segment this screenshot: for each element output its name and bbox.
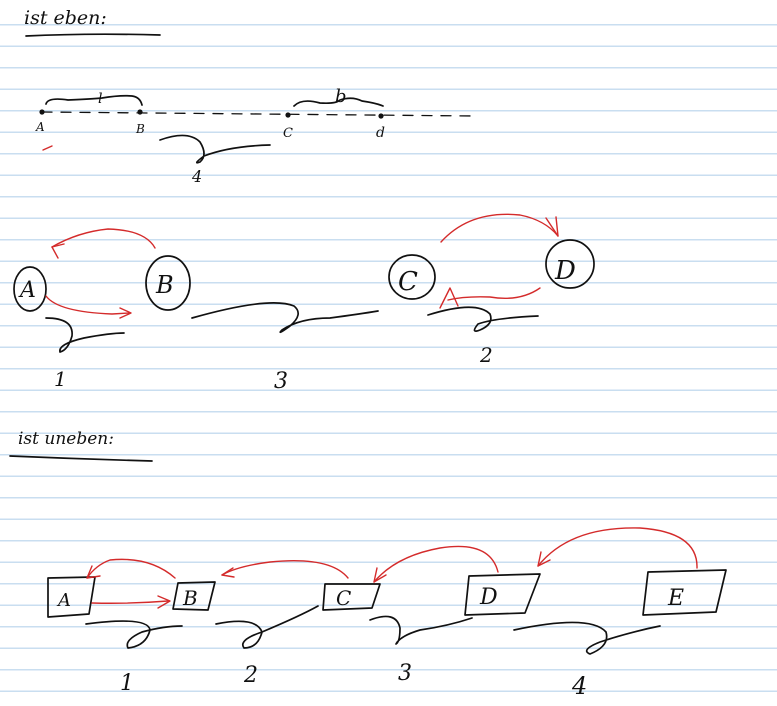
red-arrowhead-b-to-a bbox=[51, 243, 65, 259]
circle-d bbox=[545, 239, 595, 289]
brace-a-b bbox=[45, 94, 143, 106]
box-c-label: C bbox=[336, 586, 351, 610]
heading-even-underline bbox=[25, 33, 161, 37]
curve-b-c-boxes bbox=[215, 605, 319, 649]
box-c bbox=[322, 583, 381, 611]
brace-c-d-label: b bbox=[335, 86, 347, 107]
heading-uneven-underline bbox=[9, 455, 153, 462]
point-label-a: A bbox=[35, 120, 45, 134]
point-c-dot bbox=[285, 112, 291, 118]
red-arrow-c-to-d bbox=[440, 213, 559, 243]
red-arrow-c-to-b bbox=[221, 560, 349, 579]
box-a-label: A bbox=[56, 590, 71, 611]
red-arrow-e-to-d bbox=[537, 527, 698, 569]
curve-c-d-boxes bbox=[369, 615, 473, 645]
count-c-d: 2 bbox=[479, 343, 493, 367]
dashed-line bbox=[41, 111, 476, 117]
red-arrowhead-c-to-b bbox=[221, 567, 235, 578]
circle-c-label: C bbox=[398, 267, 418, 297]
point-d-dot bbox=[378, 113, 384, 119]
red-arrow-d-to-c bbox=[373, 545, 499, 583]
red-arrowhead-e-to-d bbox=[537, 551, 551, 567]
red-arrow-a-to-b bbox=[45, 295, 131, 315]
brace-b-c-label: 4 bbox=[191, 167, 202, 186]
box-d bbox=[464, 573, 541, 616]
heading-even: ist eben: bbox=[24, 7, 107, 29]
red-arrowhead-c-to-d bbox=[545, 216, 559, 237]
red-arrow-d-to-c bbox=[447, 287, 541, 301]
brace-b-c bbox=[159, 134, 271, 164]
curve-c-d bbox=[427, 306, 539, 332]
red-arrow-b-to-a bbox=[51, 228, 156, 249]
box-d-label: D bbox=[479, 585, 498, 610]
circle-a bbox=[13, 266, 47, 312]
curve-d-e-boxes bbox=[513, 621, 661, 655]
count-a-b-boxes: 1 bbox=[120, 671, 134, 696]
point-label-d: d bbox=[376, 125, 385, 141]
brace-c-d bbox=[293, 97, 384, 107]
red-arrowhead-d-to-c bbox=[373, 567, 387, 583]
red-arrowhead-a-to-b bbox=[119, 307, 132, 319]
box-e bbox=[642, 569, 727, 616]
point-a-dot bbox=[39, 109, 45, 115]
circle-a-label: A bbox=[18, 278, 36, 303]
heading-uneven: ist uneben: bbox=[18, 429, 114, 449]
count-b-c: 3 bbox=[274, 369, 288, 394]
curve-b-c bbox=[191, 302, 379, 334]
circle-c bbox=[388, 254, 436, 300]
point-label-c: C bbox=[283, 126, 293, 141]
curve-a-b bbox=[85, 620, 183, 649]
curve-under-a bbox=[45, 317, 125, 353]
box-a bbox=[47, 576, 96, 618]
point-b-dot bbox=[137, 109, 143, 115]
point-label-b: B bbox=[135, 122, 145, 136]
box-b bbox=[172, 581, 216, 611]
red-arrow-a-to-b-bottom bbox=[91, 600, 169, 604]
count-d-e-boxes: 4 bbox=[571, 672, 587, 700]
red-arrowhead-d-to-c bbox=[439, 287, 459, 309]
count-a-b: 1 bbox=[54, 367, 67, 391]
circle-b bbox=[145, 255, 191, 311]
circle-d-label: D bbox=[554, 256, 576, 286]
circle-b-label: B bbox=[155, 271, 174, 299]
red-arrowhead-b-to-a-top bbox=[86, 565, 101, 579]
red-arrowhead-a-to-b-bottom bbox=[157, 595, 171, 609]
count-c-d-boxes: 3 bbox=[398, 661, 412, 686]
count-b-c-boxes: 2 bbox=[243, 663, 258, 688]
red-arrow-b-to-a-top bbox=[86, 558, 176, 579]
box-e-label: E bbox=[667, 586, 684, 611]
red-mark bbox=[42, 145, 53, 151]
brace-a-b-label: l bbox=[98, 91, 102, 107]
box-b-label: B bbox=[182, 586, 198, 610]
